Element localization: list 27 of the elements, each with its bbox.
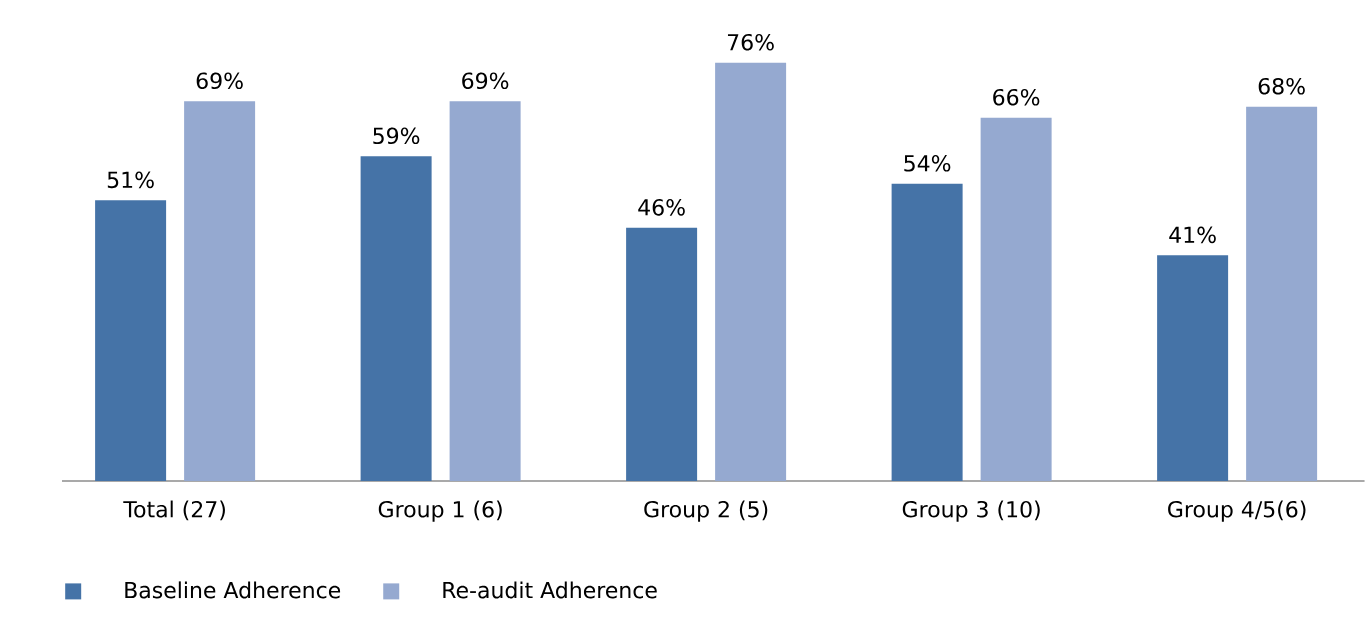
data-label: 76% [727, 33, 774, 51]
x-tick-label: Group 3 (10) [902, 500, 1040, 522]
data-label: 59% [373, 127, 420, 145]
x-tick-label: Group 1 (6) [378, 500, 502, 522]
x-tick-label: Group 4/5(6) [1168, 500, 1306, 522]
bar [449, 101, 521, 481]
data-label: 41% [1169, 226, 1216, 244]
data-label: 68% [1258, 77, 1305, 95]
bar [626, 227, 698, 481]
bar [980, 117, 1052, 481]
bar [184, 101, 256, 481]
data-label: 51% [107, 171, 154, 189]
data-label: 66% [993, 88, 1040, 106]
data-label: 46% [638, 199, 685, 216]
legend-label: Re-audit Adherence [443, 581, 657, 599]
bar [1246, 106, 1318, 481]
x-tick-label: Total (27) [123, 500, 225, 521]
bar [1157, 255, 1229, 481]
x-tick-label: Group 2 (5) [644, 500, 768, 522]
bar [95, 200, 167, 481]
legend-label: Baseline Adherence [125, 581, 341, 599]
bar [360, 156, 432, 481]
bar [891, 183, 963, 481]
data-label: 69% [196, 72, 243, 90]
bar [715, 62, 787, 481]
data-label: 69% [462, 72, 509, 90]
data-label: 54% [904, 154, 951, 172]
